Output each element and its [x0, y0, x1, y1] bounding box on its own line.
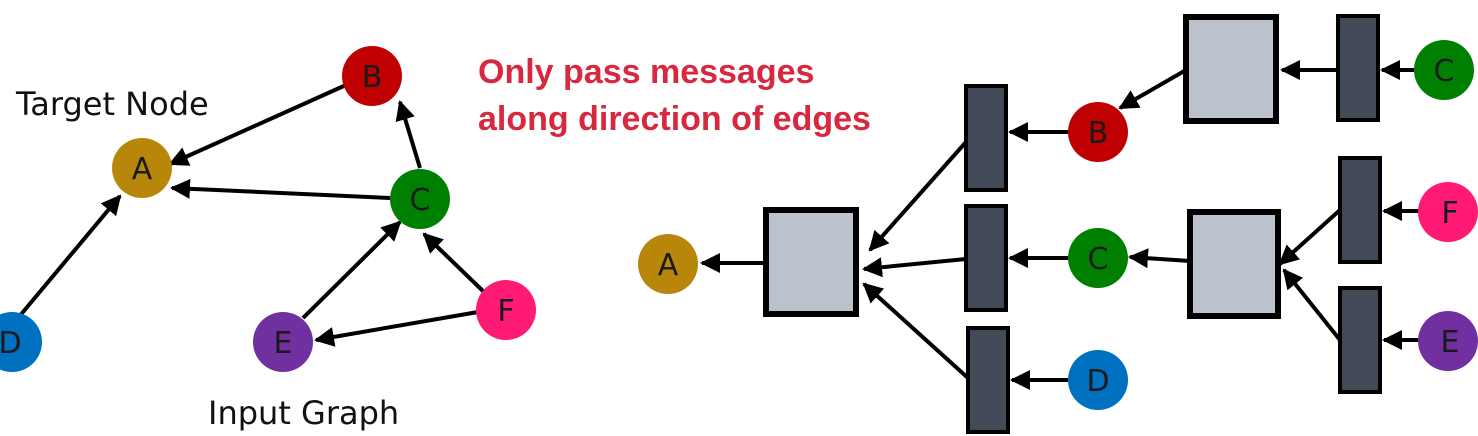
aggregator-box-b [1183, 14, 1279, 124]
transform-box-c [964, 204, 1008, 312]
input-graph-caption: Input Graph [208, 394, 399, 432]
tree-node-a: A [638, 234, 698, 294]
tree-node-f-label: F [1441, 196, 1458, 231]
edge-tfm-b-to-agg-root [868, 140, 968, 252]
graph-node-d-label: D [0, 326, 22, 361]
aggregator-box-root [763, 207, 859, 317]
message-caption-line2: along direction of edges [478, 100, 871, 138]
computation-graph: A B C D C F E [638, 14, 1478, 434]
tree-node-e: E [1418, 311, 1478, 371]
graph-node-e-label: E [274, 326, 293, 361]
graph-node-c: C [390, 169, 450, 229]
edge-c-to-b [395, 100, 422, 169]
edge-agg-b-to-b [1118, 68, 1187, 110]
tree-node-c-label: C [1088, 242, 1109, 277]
edge-tfm-d-to-agg-root [862, 282, 970, 380]
graph-node-d: D [0, 312, 42, 372]
graph-node-e: E [253, 312, 313, 372]
graph-node-b: B [342, 46, 402, 106]
graph-node-c-label: C [410, 183, 431, 218]
tree-node-d-label: D [1086, 364, 1109, 399]
tree-node-c: C [1068, 228, 1128, 288]
graph-node-f: F [476, 280, 536, 340]
edge-f-to-e [314, 310, 479, 347]
transform-box-b [964, 84, 1008, 192]
tree-node-c-top: C [1414, 40, 1474, 100]
tree-node-a-label: A [658, 248, 679, 283]
tree-node-b-label: B [1088, 116, 1109, 151]
transform-box-f [1338, 156, 1382, 264]
tree-node-e-label: E [1441, 325, 1460, 360]
message-caption-line1: Only pass messages [478, 53, 814, 91]
aggregator-box-c [1187, 209, 1281, 319]
edge-d-to-a [16, 194, 122, 320]
tree-node-f: F [1418, 182, 1478, 242]
tree-node-d: D [1068, 350, 1128, 410]
target-node-caption: Target Node [15, 85, 209, 123]
edge-f-to-c [422, 232, 486, 294]
transform-box-e [1338, 286, 1382, 394]
graph-node-a-label: A [132, 152, 153, 187]
edge-b-to-a [168, 83, 347, 166]
edge-tfm-e-to-agg-c [1282, 268, 1342, 342]
graph-node-a: A [112, 138, 172, 198]
edge-tfm-f-to-agg-c [1278, 208, 1342, 266]
transform-box-d [966, 326, 1010, 434]
edge-tfm-c-to-agg-root [862, 257, 967, 278]
edge-c-to-a [170, 178, 391, 200]
transform-box-top [1336, 14, 1380, 122]
tree-node-b: B [1068, 102, 1128, 162]
edge-e-to-c [301, 220, 402, 320]
input-graph: A B C D E F Target Node Input Graph [0, 46, 536, 432]
tree-node-c-top-label: C [1434, 54, 1455, 89]
edge-agg-c-to-c [1128, 248, 1191, 269]
graph-node-f-label: F [497, 294, 514, 329]
graph-node-b-label: B [362, 60, 383, 95]
